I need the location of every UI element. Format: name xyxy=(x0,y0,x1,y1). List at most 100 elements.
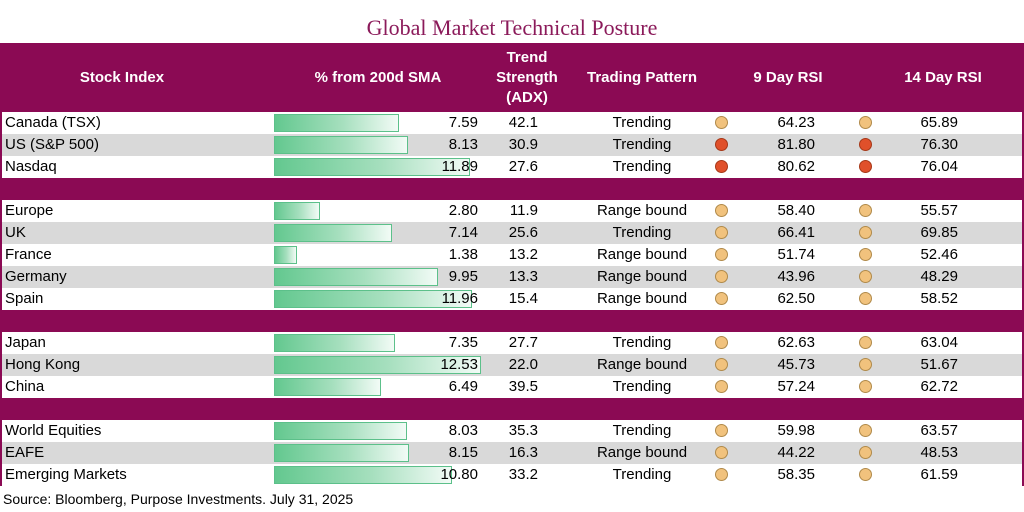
rsi14-status-dot xyxy=(859,358,872,371)
pct-bar-track xyxy=(274,222,481,244)
pct-from-sma-value: 10.80 xyxy=(440,466,478,483)
rsi9-value: 51.74 xyxy=(777,246,815,263)
rsi9-value: 80.62 xyxy=(777,158,815,175)
header-adx-line1: Trend xyxy=(506,48,548,66)
table-row: Spain 11.96 15.4 Range bound 62.50 58.52 xyxy=(0,288,1024,310)
rsi9-value: 45.73 xyxy=(777,356,815,373)
rsi14-status-dot xyxy=(859,226,872,239)
technical-posture-table: Stock Index % from 200d SMA Trend Streng… xyxy=(0,43,1024,489)
table-row: Nasdaq 11.89 27.6 Trending 80.62 76.04 xyxy=(0,156,1024,178)
pct-from-sma-value: 11.89 xyxy=(441,158,478,175)
adx-value: 39.5 xyxy=(508,378,538,395)
rsi14-status-dot xyxy=(859,160,872,173)
rsi14-value: 69.85 xyxy=(920,224,958,241)
rsi14-value: 63.57 xyxy=(920,422,958,439)
rsi9-status-dot xyxy=(715,292,728,305)
header-rsi9: 9 Day RSI xyxy=(753,68,823,86)
rsi9-value: 64.23 xyxy=(777,114,815,131)
pct-bar xyxy=(274,444,409,462)
table-row: Japan 7.35 27.7 Trending 62.63 63.04 xyxy=(0,332,1024,354)
table-row: Canada (TSX) 7.59 42.1 Trending 64.23 65.89 xyxy=(0,112,1024,134)
pct-bar-track xyxy=(274,134,481,156)
index-name: Spain xyxy=(5,290,44,307)
adx-value: 35.3 xyxy=(508,422,538,439)
rsi9-status-dot xyxy=(715,116,728,129)
adx-value: 27.6 xyxy=(508,158,538,175)
index-name: World Equities xyxy=(5,422,102,439)
rsi14-value: 63.04 xyxy=(920,334,958,351)
adx-value: 15.4 xyxy=(508,290,538,307)
adx-value: 25.6 xyxy=(508,224,538,241)
rsi9-value: 58.35 xyxy=(777,466,815,483)
index-name: Canada (TSX) xyxy=(5,114,101,131)
rsi9-value: 58.40 xyxy=(777,202,815,219)
rsi9-status-dot xyxy=(715,358,728,371)
header-rsi14: 14 Day RSI xyxy=(904,68,982,86)
pct-bar xyxy=(274,224,392,242)
rsi9-status-dot xyxy=(715,226,728,239)
pct-bar xyxy=(274,466,452,484)
pct-bar xyxy=(274,268,438,286)
group-separator xyxy=(0,310,1024,332)
table-row: UK 7.14 25.6 Trending 66.41 69.85 xyxy=(0,222,1024,244)
pct-from-sma-value: 8.15 xyxy=(448,444,478,461)
group-separator xyxy=(0,178,1024,200)
pct-bar-track xyxy=(274,112,481,134)
rsi14-value: 51.67 xyxy=(920,356,958,373)
trading-pattern: Range bound xyxy=(596,246,688,263)
trading-pattern: Trending xyxy=(612,114,672,131)
rsi14-value: 61.59 xyxy=(920,466,958,483)
index-name: Hong Kong xyxy=(5,356,81,373)
pct-from-sma-value: 9.95 xyxy=(448,268,478,285)
rsi14-status-dot xyxy=(859,116,872,129)
header-adx-line3: (ADX) xyxy=(506,88,548,106)
pct-bar xyxy=(274,114,399,132)
table-header: Stock Index % from 200d SMA Trend Streng… xyxy=(0,43,1024,112)
pct-bar xyxy=(274,334,395,352)
pct-bar xyxy=(274,136,408,154)
rsi14-status-dot xyxy=(859,468,872,481)
rsi9-status-dot xyxy=(715,270,728,283)
pct-from-sma-value: 11.96 xyxy=(441,290,478,307)
pct-from-sma-value: 1.38 xyxy=(448,246,478,263)
pct-bar xyxy=(274,158,470,176)
pct-from-sma-value: 8.03 xyxy=(448,422,478,439)
trading-pattern: Range bound xyxy=(596,202,688,219)
table-row: Germany 9.95 13.3 Range bound 43.96 48.29 xyxy=(0,266,1024,288)
pct-from-sma-value: 6.49 xyxy=(448,378,478,395)
rsi9-value: 57.24 xyxy=(777,378,815,395)
pct-bar-track xyxy=(274,420,481,442)
pct-from-sma-value: 2.80 xyxy=(448,202,478,219)
rsi9-value: 59.98 xyxy=(777,422,815,439)
rsi9-status-dot xyxy=(715,446,728,459)
trading-pattern: Trending xyxy=(612,334,672,351)
rsi9-value: 66.41 xyxy=(777,224,815,241)
rsi9-value: 44.22 xyxy=(777,444,815,461)
rsi14-value: 48.29 xyxy=(920,268,958,285)
pct-from-sma-value: 8.13 xyxy=(448,136,478,153)
trading-pattern: Trending xyxy=(612,466,672,483)
adx-value: 13.3 xyxy=(508,268,538,285)
header-trading-pattern: Trading Pattern xyxy=(586,68,698,86)
rsi14-value: 55.57 xyxy=(920,202,958,219)
rsi9-status-dot xyxy=(715,424,728,437)
pct-from-sma-value: 12.53 xyxy=(440,356,478,373)
rsi9-status-dot xyxy=(715,380,728,393)
index-name: Emerging Markets xyxy=(5,466,127,483)
trading-pattern: Range bound xyxy=(596,290,688,307)
pct-bar xyxy=(274,356,481,374)
trading-pattern: Trending xyxy=(612,136,672,153)
index-name: China xyxy=(5,378,45,395)
rsi14-status-dot xyxy=(859,292,872,305)
adx-value: 27.7 xyxy=(508,334,538,351)
pct-bar-track xyxy=(274,464,481,486)
trading-pattern: Range bound xyxy=(596,444,688,461)
rsi14-status-dot xyxy=(859,138,872,151)
rsi14-status-dot xyxy=(859,424,872,437)
table-row: EAFE 8.15 16.3 Range bound 44.22 48.53 xyxy=(0,442,1024,464)
rsi9-status-dot xyxy=(715,138,728,151)
table-row: France 1.38 13.2 Range bound 51.74 52.46 xyxy=(0,244,1024,266)
index-name: France xyxy=(5,246,52,263)
trading-pattern: Range bound xyxy=(596,356,688,373)
rsi14-value: 58.52 xyxy=(920,290,958,307)
